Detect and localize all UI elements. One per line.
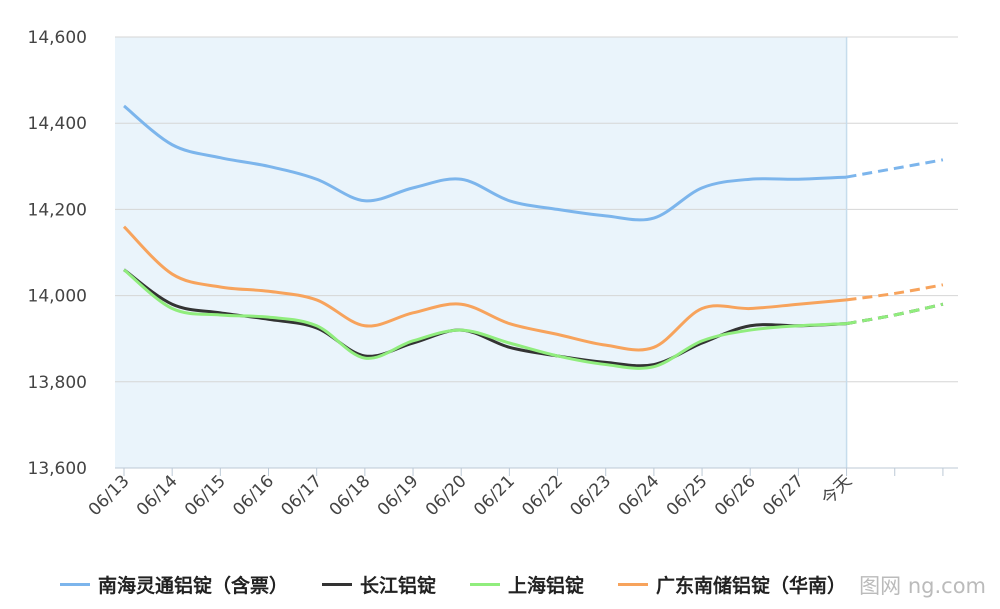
y-tick-label: 13,800 xyxy=(28,373,87,393)
x-tick-label: 06/22 xyxy=(518,471,567,520)
x-tick-label: 06/13 xyxy=(85,471,134,520)
series-forecast-3 xyxy=(846,283,944,302)
series-line-2 xyxy=(123,268,847,370)
legend-swatch xyxy=(322,582,353,586)
x-tick-label: 06/23 xyxy=(566,471,615,520)
legend-item-1[interactable]: 长江铝锭 xyxy=(322,571,436,598)
legend-swatch xyxy=(618,582,649,586)
legend: 南海灵通铝锭（含票） 长江铝锭 上海铝锭 广东南储铝锭（华南） xyxy=(60,566,880,602)
legend-label: 广东南储铝锭（华南） xyxy=(656,574,847,597)
legend-swatch xyxy=(470,582,501,586)
series-line-0 xyxy=(123,104,847,222)
y-tick-label: 14,000 xyxy=(28,287,87,307)
legend-swatch xyxy=(60,582,90,586)
legend-label: 长江铝锭 xyxy=(360,574,437,597)
legend-item-2[interactable]: 上海铝锭 xyxy=(470,571,584,598)
legend-label: 上海铝锭 xyxy=(508,574,585,597)
y-tick-label: 14,400 xyxy=(28,114,87,134)
y-tick-label: 13,600 xyxy=(28,459,87,479)
y-axis-ticks: 14,600 14,400 14,200 14,000 13,800 13,600 xyxy=(28,28,87,479)
series-lines xyxy=(122,104,944,370)
y-tick-label: 14,600 xyxy=(28,28,87,48)
legend-label: 南海灵通铝锭（含票） xyxy=(98,574,289,597)
series-line-3 xyxy=(122,225,847,352)
x-tick-label: 06/20 xyxy=(422,471,471,520)
series-forecast-2 xyxy=(846,302,944,326)
x-tick-label: 06/24 xyxy=(615,471,664,520)
x-tick-label: 06/18 xyxy=(326,471,375,520)
series-forecast-0 xyxy=(846,158,944,179)
x-tick-label: 06/26 xyxy=(711,471,760,520)
legend-item-0[interactable]: 南海灵通铝锭（含票） xyxy=(60,571,288,598)
x-tick-label: 06/17 xyxy=(277,471,326,520)
x-tick-label: 06/16 xyxy=(229,471,278,520)
legend-item-3[interactable]: 广东南储铝锭（华南） xyxy=(618,571,846,598)
x-tick-label: 06/21 xyxy=(470,471,519,520)
x-axis: 06/13 06/14 06/15 06/16 06/17 06/18 06/19 06/20… xyxy=(85,467,958,520)
y-tick-label: 14,200 xyxy=(28,200,87,220)
watermark-text: 图网 ng.com xyxy=(859,574,986,598)
x-tick-label: 今天 xyxy=(818,471,856,509)
history-band xyxy=(115,37,847,468)
x-tick-label: 06/14 xyxy=(133,471,182,520)
x-tick-label: 06/27 xyxy=(759,471,808,520)
x-tick-label: 06/19 xyxy=(374,471,423,520)
x-tick-label: 06/25 xyxy=(663,471,712,520)
x-tick-label: 06/15 xyxy=(181,471,230,520)
